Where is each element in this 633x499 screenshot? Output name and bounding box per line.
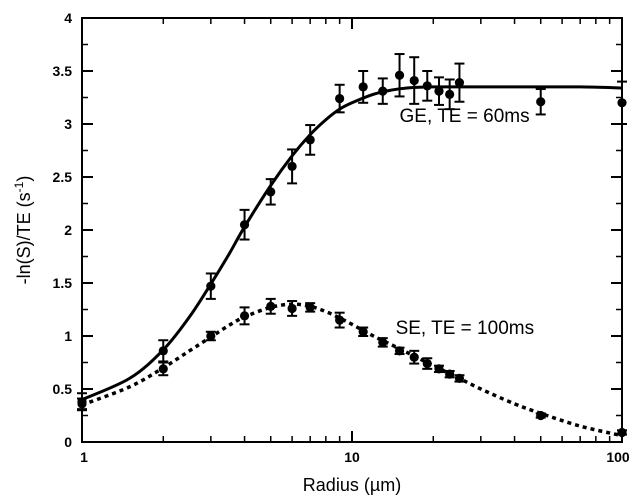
y-tick-label: 0	[64, 434, 72, 450]
data-point	[335, 93, 345, 104]
data-point	[422, 358, 432, 369]
annotation-2: SE, TE = 100ms	[396, 318, 535, 339]
data-point	[206, 281, 216, 291]
data-points	[77, 53, 627, 438]
data-point	[536, 410, 546, 421]
data-point	[239, 311, 250, 321]
x-tick-label: 100	[606, 449, 630, 465]
y-tick-label: 2	[64, 222, 72, 238]
tick-labels: 1 10 100 0 0.5 1 1.5 2 2.5 3 3.5 4	[53, 10, 630, 465]
data-point	[394, 70, 405, 80]
y-tick-label: 2.5	[53, 169, 73, 185]
data-point	[394, 346, 405, 356]
data-point	[409, 352, 419, 362]
data-point	[445, 369, 455, 379]
data-point	[266, 301, 276, 311]
plot-frame	[81, 17, 623, 443]
data-point	[409, 75, 419, 86]
y-tick-label: 3.5	[53, 63, 73, 79]
data-point	[266, 187, 276, 197]
x-axis-title: Radius (µm)	[303, 475, 401, 495]
data-point	[617, 98, 627, 108]
data-point	[77, 399, 87, 409]
annotations: GE, TE = 60ms SE, TE = 100ms	[396, 106, 535, 339]
data-point	[454, 78, 465, 88]
data-point	[158, 346, 168, 356]
data-point	[434, 86, 444, 96]
data-point	[287, 161, 297, 171]
data-point	[358, 327, 368, 337]
data-point	[239, 220, 250, 230]
y-axis-title-superscript: -1	[12, 181, 26, 192]
y-axis-title: -ln(S)/TE (s-1)	[12, 176, 34, 285]
data-point	[335, 315, 345, 325]
data-point	[422, 81, 432, 91]
y-tick-label: 0.5	[53, 381, 73, 397]
fit-curve-1	[81, 85, 623, 401]
fit-curves	[81, 85, 623, 438]
x-tick-label: 1	[80, 449, 88, 465]
data-point	[536, 97, 546, 107]
data-point	[358, 82, 368, 92]
data-point	[158, 364, 168, 374]
x-tick-label: 10	[344, 449, 360, 465]
data-point	[206, 331, 216, 341]
data-point	[454, 373, 465, 383]
y-tick-label: 1.5	[53, 275, 73, 291]
data-point	[305, 302, 315, 312]
axis-ticks	[81, 17, 623, 443]
data-point	[287, 303, 297, 314]
y-tick-label: 1	[64, 328, 72, 344]
y-tick-label: 4	[64, 10, 72, 26]
data-point	[434, 364, 444, 374]
y-axis-title-close: )	[14, 176, 34, 182]
y-tick-label: 3	[64, 116, 72, 132]
annotation-1: GE, TE = 60ms	[400, 106, 530, 127]
data-point	[378, 337, 388, 347]
data-point	[378, 86, 388, 96]
data-point	[617, 427, 627, 438]
y-axis-title-main: -ln(S)/TE (s	[14, 192, 34, 284]
data-point	[305, 135, 315, 145]
data-point	[445, 89, 455, 99]
